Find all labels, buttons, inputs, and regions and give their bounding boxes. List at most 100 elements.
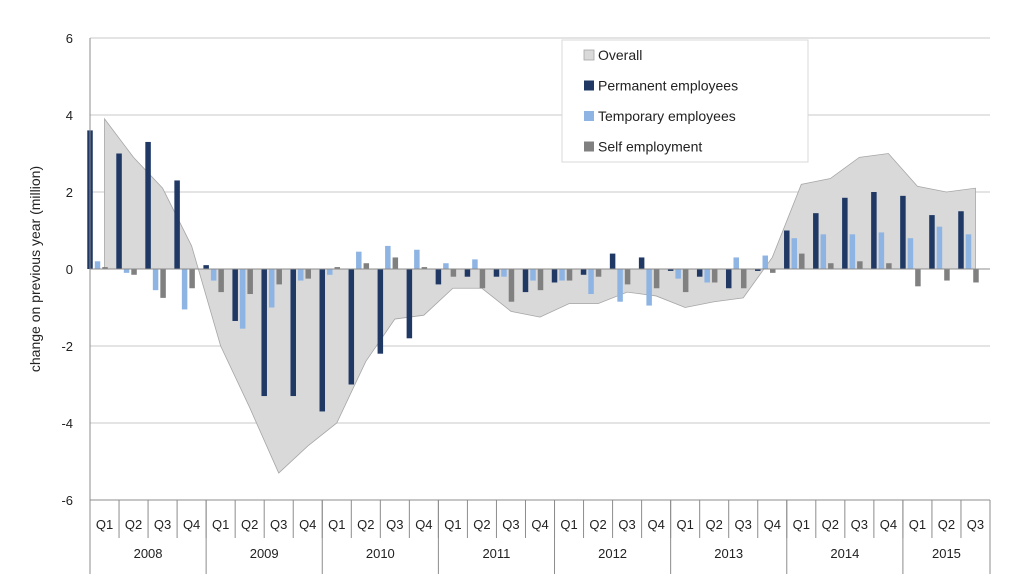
bar-temporary-employees [501,269,507,277]
bar-temporary-employees [588,269,594,295]
bar-self-employment [102,267,108,269]
bar-self-employment [218,269,224,293]
bar-self-employment [508,269,515,302]
bar-temporary-employees [849,234,856,269]
bar-temporary-employees [472,259,478,270]
x-tick-label: Q4 [880,517,897,532]
bar-permanent-employees [725,269,732,289]
bar-self-employment [973,269,979,283]
y-tick-label: -2 [61,339,73,354]
bar-self-employment [740,269,747,289]
x-tick-label: Q3 [386,517,403,532]
x-tick-label: Q2 [357,517,374,532]
bar-self-employment [450,269,457,277]
x-tick-label: Q3 [851,517,868,532]
bar-permanent-employees [522,269,529,293]
bar-permanent-employees [958,211,964,269]
bar-self-employment [537,269,544,291]
x-tick-label: Q4 [531,517,548,532]
bar-permanent-employees [174,180,180,269]
x-tick-label: Q1 [328,517,345,532]
y-tick-label: -6 [61,493,73,508]
bar-self-employment [711,269,718,283]
bar-temporary-employees [820,234,827,269]
bar-self-employment [189,269,195,289]
x-tick-label: Q2 [938,517,955,532]
bar-temporary-employees [181,269,188,310]
x-tick-label: Q1 [212,517,229,532]
bar-permanent-employees [377,269,384,354]
legend-swatch-overall [583,49,595,61]
bar-temporary-employees [327,269,333,275]
year-label: 2011 [482,546,510,561]
bar-self-employment [682,269,689,293]
bar-temporary-employees [414,249,420,269]
x-tick-label: Q3 [270,517,287,532]
bar-permanent-employees [638,257,645,269]
x-tick-label: Q4 [183,517,200,532]
x-tick-label: Q3 [735,517,752,532]
bar-permanent-employees [464,269,471,277]
bar-temporary-employees [268,269,275,308]
x-tick-label: Q2 [241,517,258,532]
bar-self-employment [247,269,253,295]
bar-permanent-employees [203,265,209,269]
bar-permanent-employees [232,269,238,321]
legend-box [561,39,809,163]
y-tick-label: 2 [66,185,73,200]
bar-permanent-employees [435,269,442,285]
bar-permanent-employees [319,269,326,412]
year-label: 2014 [830,546,859,561]
legend-swatch-temporary-employees [584,111,594,121]
x-tick-label: Q1 [909,517,926,532]
x-tick-label: Q3 [967,517,984,532]
bar-permanent-employees [784,230,790,269]
bar-permanent-employees [609,253,616,269]
legend-swatch-self-employment [584,141,594,152]
y-tick-label: 6 [66,31,73,46]
legend-swatch-permanent-employees [584,80,594,91]
legend-label-permanent-employees: Permanent employees [598,78,738,94]
bar-permanent-employees [813,213,819,269]
bar-permanent-employees [696,269,703,277]
bar-temporary-employees [385,245,391,269]
bar-permanent-employees [116,153,122,269]
x-tick-label: Q4 [415,517,432,532]
x-tick-label: Q1 [793,517,810,532]
bar-permanent-employees [900,195,906,269]
bar-temporary-employees [704,269,710,283]
x-tick-label: Q4 [764,517,781,532]
year-label: 2012 [598,546,627,561]
bar-self-employment [653,269,660,289]
bar-self-employment [886,263,892,269]
bar-temporary-employees [356,251,362,269]
bar-permanent-employees [755,269,761,271]
y-tick-label: 0 [66,262,73,277]
x-tick-label: Q2 [706,517,723,532]
bar-self-employment [770,269,776,273]
x-tick-label: Q3 [618,517,635,532]
bar-permanent-employees [580,269,587,275]
legend-label-temporary-employees: Temporary employees [598,108,736,124]
bar-self-employment [624,269,631,285]
bar-permanent-employees [406,269,413,339]
bar-temporary-employees [239,269,246,329]
bar-temporary-employees [617,269,623,302]
bar-permanent-employees [551,269,558,283]
x-tick-label: Q1 [560,517,577,532]
x-tick-label: Q1 [96,517,113,532]
bar-self-employment [392,257,399,269]
bar-temporary-employees [152,269,159,291]
bar-permanent-employees [929,215,935,269]
x-tick-label: Q2 [125,517,142,532]
bar-temporary-employees [210,269,217,281]
bar-permanent-employees [667,269,674,271]
bar-temporary-employees [94,261,101,269]
year-label: 2008 [134,546,163,561]
bar-temporary-employees [443,263,449,269]
x-tick-label: Q4 [299,517,316,532]
bar-temporary-employees [936,226,943,269]
bar-permanent-employees [145,141,151,269]
bar-self-employment [828,263,834,269]
